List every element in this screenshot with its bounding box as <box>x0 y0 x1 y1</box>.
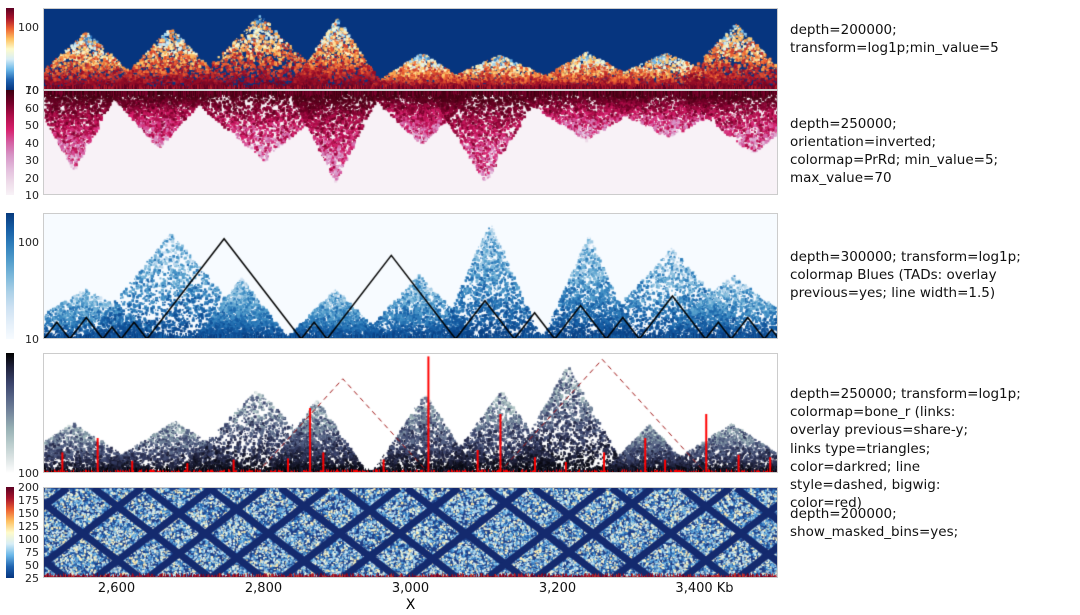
panel4-colorbar <box>6 353 14 473</box>
panel5-cb-tick: 150 <box>18 507 39 520</box>
x-tick: 3,200 <box>539 581 576 596</box>
panel4-desc-col: depth=250000; transform=log1p; colormap=… <box>778 353 1080 473</box>
panel2-cb-tick: 40 <box>25 137 39 150</box>
panel1-desc: depth=200000; transform=log1p;min_value=… <box>790 21 999 57</box>
panel5-colorbar <box>6 487 14 578</box>
panel5-cb-tick: 125 <box>18 520 39 533</box>
panel1-colorbar-col: 10100 <box>0 8 43 90</box>
panel3-desc: depth=300000; transform=log1p; colormap … <box>790 248 1021 303</box>
panel5-row: 255075100125150175200depth=200000; show_… <box>0 487 1080 578</box>
panel2-cb-tick: 60 <box>25 102 39 115</box>
panel5-cb-tick: 25 <box>25 572 39 585</box>
panel4-colorbar-col: 100 <box>0 353 43 473</box>
panel3-cb-tick: 100 <box>18 236 39 249</box>
panel2-canvas <box>44 91 778 195</box>
panel4-plot <box>43 353 778 473</box>
panel5-desc-col: depth=200000; show_masked_bins=yes; <box>778 487 1080 578</box>
panel3-colorbar <box>6 213 14 339</box>
x-tick: 2,600 <box>98 581 135 596</box>
panel2-colorbar-col: 10203040506070 <box>0 90 43 195</box>
panel5-cb-tick: 100 <box>18 533 39 546</box>
panel3-desc-col: depth=300000; transform=log1p; colormap … <box>778 213 1080 339</box>
panel1-plot <box>43 8 778 90</box>
panel4-canvas <box>44 354 778 473</box>
panel5-cb-tick: 50 <box>25 559 39 572</box>
x-tick: 3,000 <box>392 581 429 596</box>
panel2-cb-tick: 70 <box>25 84 39 97</box>
panel3-row: 10100 depth=300000; transform=log1p; colo… <box>0 213 1080 339</box>
figure-root: 10100depth=200000; transform=log1p;min_v… <box>0 0 1080 615</box>
panel5-colorbar-col: 255075100125150175200 <box>0 487 43 578</box>
panel2-cb-tick: 10 <box>25 189 39 202</box>
panel2-cb-tick: 20 <box>25 172 39 185</box>
panel2-cb-tick: 50 <box>25 119 39 132</box>
panel3-canvas <box>44 214 778 339</box>
panel4-row: 100 depth=250000; transform=log1p; colorm… <box>0 353 1080 473</box>
panel5-cb-tick: 75 <box>25 546 39 559</box>
panel1-desc-col: depth=200000; transform=log1p;min_value=… <box>778 8 1080 90</box>
x-axis-label: X <box>43 597 778 613</box>
panel2-row: 10203040506070depth=250000; orientation=… <box>0 90 1080 195</box>
panel1-colorbar <box>6 8 14 90</box>
panel1-row: 10100 depth=200000; transform=log1p;min_v… <box>0 8 1080 90</box>
x-tick: 3,400 Kb <box>675 581 733 596</box>
panel5-cb-tick: 200 <box>18 481 39 494</box>
x-axis: 2,600 2,800 3,000 3,200 3,400 KbX <box>43 579 778 613</box>
panel5-plot <box>43 487 778 578</box>
panel3-cb-tick: 10 <box>25 333 39 346</box>
panel1-canvas <box>44 9 778 90</box>
x-tick: 2,800 <box>245 581 282 596</box>
panel5-desc: depth=200000; show_masked_bins=yes; <box>790 505 958 541</box>
panel2-desc-col: depth=250000; orientation=inverted; colo… <box>778 90 1080 195</box>
panel2-cb-tick: 30 <box>25 154 39 167</box>
panel4-cb-tick: 100 <box>18 467 39 480</box>
panel2-plot <box>43 90 778 195</box>
panel1-cb-tick: 100 <box>18 21 39 34</box>
panel2-colorbar <box>6 90 14 195</box>
panel5-canvas <box>44 488 778 578</box>
panel3-plot <box>43 213 778 339</box>
panel3-colorbar-col: 10100 <box>0 213 43 339</box>
panel5-cb-tick: 175 <box>18 494 39 507</box>
panel2-desc: depth=250000; orientation=inverted; colo… <box>790 115 998 188</box>
